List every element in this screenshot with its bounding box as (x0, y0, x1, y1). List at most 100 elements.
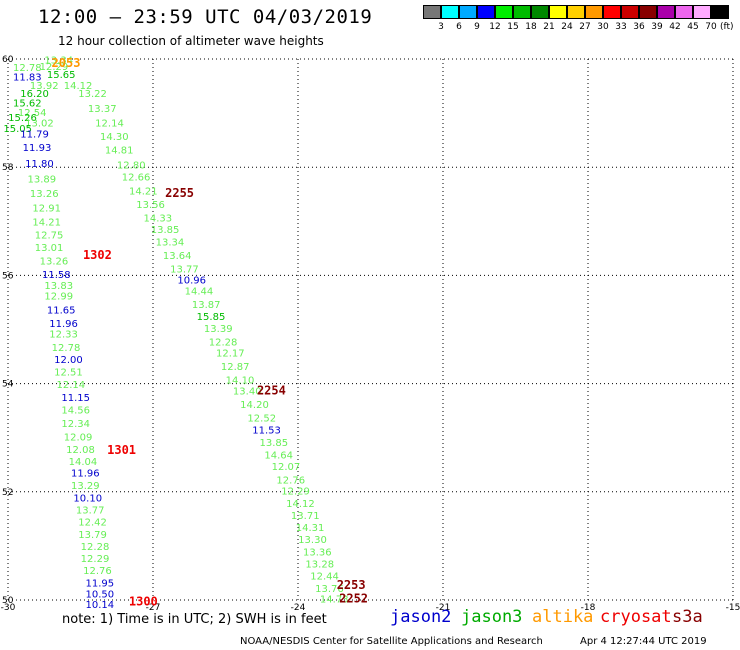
wave-height-value: 12.78 (13, 63, 42, 74)
wave-height-value: 14.04 (69, 457, 98, 468)
legend-swatch-max (711, 5, 729, 19)
wave-height-value: 15.85 (197, 312, 226, 323)
wave-height-value: 12.54 (18, 108, 47, 119)
legend-swatch-27 (567, 5, 585, 19)
wave-height-value: 12.14 (57, 380, 86, 391)
legend-label: 21 (543, 22, 555, 32)
wave-height-value: 14.64 (264, 450, 293, 461)
wave-height-value: 13.34 (44, 55, 73, 66)
wave-height-value: 14.12 (286, 499, 315, 510)
wave-height-value: 13.37 (88, 104, 117, 115)
wave-height-value: 12.66 (122, 173, 151, 184)
legend-label: 39 (651, 22, 663, 32)
wave-height-value: 13.92 (30, 81, 59, 92)
satellite-altika: altika (532, 607, 594, 627)
wave-height-value: 12.76 (276, 476, 305, 487)
wave-height-value: 13.22 (78, 89, 107, 100)
legend-label: 42 (669, 22, 681, 32)
legend-label: 30 (597, 22, 609, 32)
wave-height-value: 14.21 (32, 218, 61, 229)
wave-height-value: 13.36 (303, 548, 332, 559)
wave-height-value: 11.80 (25, 159, 54, 170)
page-subtitle: 12 hour collection of altimeter wave hei… (58, 34, 324, 48)
wave-height-value: 12.08 (66, 445, 95, 456)
wave-height-value: 12.80 (117, 160, 146, 171)
wave-height-value: 13.85 (151, 225, 180, 236)
wave-height-value: 12.09 (64, 432, 93, 443)
map-grid (7, 58, 734, 601)
latitude-tick-label: 52 (2, 488, 13, 498)
pass-time-label: 2255 (165, 186, 194, 200)
wave-height-value: 12.17 (216, 349, 245, 360)
legend-swatch-45 (675, 5, 693, 19)
axis-ticks: -30 -27 -24 -21 -18 -15 50 52 54 56 58 60 (1, 55, 740, 613)
wave-height-value: 14.21 (129, 186, 158, 197)
legend-swatch-24 (549, 5, 567, 19)
satellite-jason3: jason3 (461, 607, 523, 627)
wave-height-value: 12.42 (78, 517, 107, 528)
longitude-tick-label: -24 (291, 603, 306, 613)
pass-time-label: 2254 (257, 383, 286, 397)
wave-height-value: 13.85 (260, 438, 289, 449)
legend-label: 9 (474, 22, 480, 32)
longitude-tick-label: -27 (146, 603, 161, 613)
satellite-s3a: s3a (672, 607, 703, 627)
legend-label: 45 (687, 22, 699, 32)
wave-height-value: 12.14 (95, 119, 124, 130)
pass-time-label: 2252 (339, 592, 368, 606)
latitude-tick-label: 60 (2, 55, 14, 65)
wave-height-value: 10.96 (177, 276, 206, 287)
wave-height-value: 12.29 (281, 487, 310, 498)
observation-labels: 13.3412.7812.2915.6511.8314.1213.9216.20… (3, 55, 348, 611)
legend-label: 12 (489, 22, 501, 32)
units-note: note: 1) Time is in UTC; 2) SWH is in fe… (62, 612, 327, 627)
wave-height-value: 12.34 (61, 419, 90, 430)
legend-label: 70 (705, 22, 717, 32)
wave-height-value: 14.33 (144, 213, 173, 224)
wave-height-value: 10.10 (73, 494, 102, 505)
wave-height-value: 13.29 (71, 481, 100, 492)
latitude-tick-label: 56 (2, 271, 14, 281)
wave-height-value: 13.26 (40, 257, 69, 268)
wave-height-value: 13.87 (192, 300, 221, 311)
wave-height-value: 16.20 (20, 89, 49, 100)
wave-height-value: 11.95 (86, 578, 115, 589)
wave-height-value: 12.29 (81, 554, 110, 565)
wave-height-value: 14.10 (226, 376, 255, 387)
legend-swatch-33 (603, 5, 621, 19)
wave-height-value: 12.33 (49, 330, 78, 341)
wave-height-value: 12.52 (247, 413, 276, 424)
wave-height-value: 13.71 (291, 511, 320, 522)
pass-time-label: 1302 (83, 248, 112, 262)
wave-height-value: 12.07 (272, 462, 301, 473)
wave-height-value: 12.51 (54, 367, 83, 378)
satellite-jason2: jason2 (390, 607, 452, 627)
satellite-cryosat: cryosat (600, 607, 672, 627)
wave-height-value: 11.79 (20, 129, 49, 140)
wave-height-value: 10.14 (86, 600, 115, 611)
generated-timestamp: Apr 4 12:27:44 UTC 2019 (580, 636, 707, 647)
wave-height-value: 12.99 (44, 292, 73, 303)
wave-height-value: 12.75 (35, 231, 64, 242)
legend-swatch-70 (693, 5, 711, 19)
wave-height-value: 12.87 (221, 362, 250, 373)
wave-height-value: 14.12 (64, 81, 93, 92)
wave-height-value: 13.39 (204, 324, 233, 335)
wave-height-value: 15.62 (13, 99, 42, 110)
wave-height-value: 13.64 (163, 251, 192, 262)
wave-height-value: 11.83 (13, 73, 42, 84)
legend-unit: (ft) (720, 22, 734, 32)
wave-height-value: 14.30 (100, 132, 129, 143)
longitude-tick-label: -15 (726, 603, 740, 613)
wave-height-value: 12.76 (83, 566, 112, 577)
legend-label: 27 (579, 22, 591, 32)
wave-height-value: 13.28 (305, 560, 334, 571)
wave-height-value: 12.78 (52, 343, 81, 354)
legend-swatch-42 (657, 5, 675, 19)
latitude-tick-label: 58 (2, 163, 14, 173)
legend-label: 36 (633, 22, 645, 32)
latitude-tick-label: 54 (2, 380, 14, 390)
wave-height-value: 14.20 (240, 400, 269, 411)
pass-time-label: 1300 (129, 594, 158, 608)
